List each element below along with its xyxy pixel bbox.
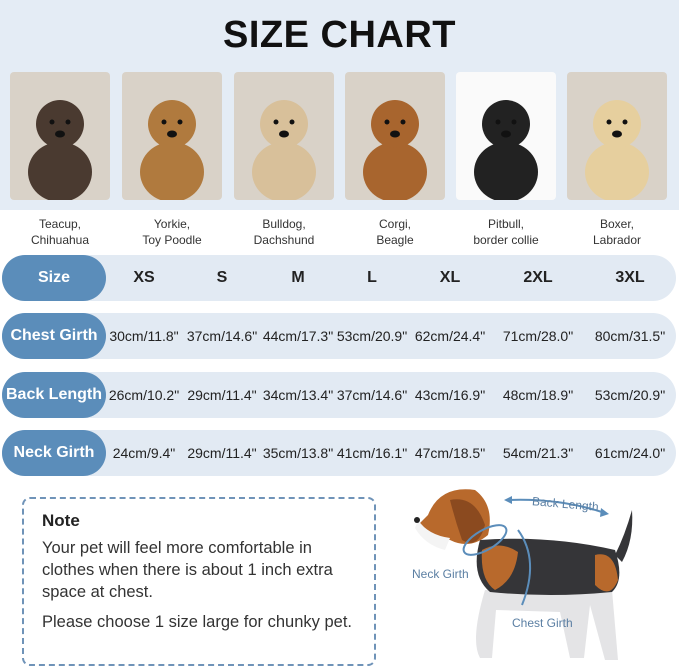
breed-label: Corgi, Beagle <box>339 216 451 248</box>
table-cell: 26cm/10.2" <box>108 387 180 403</box>
page-title: SIZE CHART <box>223 14 456 56</box>
table-cell: 24cm/9.4" <box>112 445 176 461</box>
table-cell: 43cm/16.9" <box>414 387 486 403</box>
table-cell: 37cm/14.6" <box>336 387 408 403</box>
table-cell: 3XL <box>615 269 645 286</box>
breed-line-1: Bulldog, <box>262 217 306 231</box>
breed-line-2: Labrador <box>592 233 642 247</box>
breed-line-1: Teacup, <box>38 217 82 231</box>
table-cell: 44cm/17.3" <box>262 328 334 344</box>
note-box: Note Your pet will feel more comfortable… <box>22 497 376 666</box>
size-table-row: Chest Girth 30cm/11.8" 37cm/14.6" 44cm/17.3… <box>2 313 676 359</box>
table-cell: 41cm/16.1" <box>336 445 408 461</box>
row-label: Chest Girth <box>2 313 106 359</box>
table-cell: L <box>367 269 377 286</box>
breed-label: Teacup, Chihuahua <box>4 216 116 248</box>
row-label: Size <box>2 255 106 301</box>
dog-photo <box>345 72 445 200</box>
dog-photo <box>456 72 556 200</box>
note-text-1: Your pet will feel more comfortable in c… <box>42 539 333 601</box>
breed-line-1: Boxer, <box>599 217 635 231</box>
note-text-2: Please choose 1 size large for chunky pe… <box>42 613 353 631</box>
back-length-label: Back Length <box>532 494 600 514</box>
row-label: Back Length <box>2 372 106 418</box>
table-cell: 35cm/13.8" <box>262 445 334 461</box>
table-cell: 37cm/14.6" <box>186 328 258 344</box>
table-cell: 34cm/13.4" <box>262 387 334 403</box>
row-label: Neck Girth <box>2 430 106 476</box>
header-band <box>0 0 679 210</box>
note-heading: Note <box>42 511 80 530</box>
breed-line-2: Chihuahua <box>30 233 90 247</box>
size-table-row: Back Length 26cm/10.2" 29cm/11.4" 34cm/13.4… <box>2 372 676 418</box>
table-cell: XL <box>439 269 461 286</box>
table-cell: M <box>291 269 305 286</box>
table-cell: 53cm/20.9" <box>594 387 666 403</box>
breed-line-1: Corgi, <box>378 217 411 231</box>
breed-line-2: border collie <box>473 233 539 247</box>
table-cell: 2XL <box>523 269 553 286</box>
dog-photo <box>234 72 334 200</box>
table-cell: 54cm/21.3" <box>502 445 574 461</box>
table-cell: 48cm/18.9" <box>502 387 574 403</box>
breed-label: Boxer, Labrador <box>561 216 673 248</box>
table-cell: 53cm/20.9" <box>336 328 408 344</box>
table-cell: 62cm/24.4" <box>414 328 486 344</box>
size-table-row: Size XS S M L XL 2XL 3XL <box>2 255 676 301</box>
breed-line-2: Dachshund <box>253 233 315 247</box>
dog-measurement-diagram: Back Length Neck Girth Chest Girth <box>412 489 633 660</box>
breed-line-2: Toy Poodle <box>142 233 202 247</box>
neck-girth-ring <box>462 524 508 556</box>
dog-photo <box>567 72 667 200</box>
table-cell: XS <box>133 269 155 286</box>
chest-girth-label: Chest Girth <box>512 616 573 630</box>
breed-line-1: Pitbull, <box>487 217 525 231</box>
chest-girth-ring <box>517 529 531 606</box>
table-cell: 30cm/11.8" <box>109 328 179 344</box>
breed-line-2: Beagle <box>376 233 414 247</box>
table-cell: 61cm/24.0" <box>594 445 666 461</box>
dog-photo <box>10 72 110 200</box>
table-cell: 47cm/18.5" <box>414 445 486 461</box>
back-length-arrow <box>507 498 606 514</box>
table-cell: 29cm/11.4" <box>187 387 257 403</box>
neck-girth-label: Neck Girth <box>412 567 469 581</box>
beagle-illustration <box>414 489 633 660</box>
table-cell: 80cm/31.5" <box>594 328 666 344</box>
dog-photo <box>122 72 222 200</box>
breed-label: Bulldog, Dachshund <box>228 216 340 248</box>
table-cell: S <box>216 269 228 286</box>
breed-label: Yorkie, Toy Poodle <box>116 216 228 248</box>
table-cell: 29cm/11.4" <box>187 445 257 461</box>
size-table-row: Neck Girth 24cm/9.4" 29cm/11.4" 35cm/13.8" 4… <box>2 430 676 476</box>
breed-label: Pitbull, border collie <box>450 216 562 248</box>
breed-line-1: Yorkie, <box>153 217 191 231</box>
table-cell: 71cm/28.0" <box>502 328 574 344</box>
